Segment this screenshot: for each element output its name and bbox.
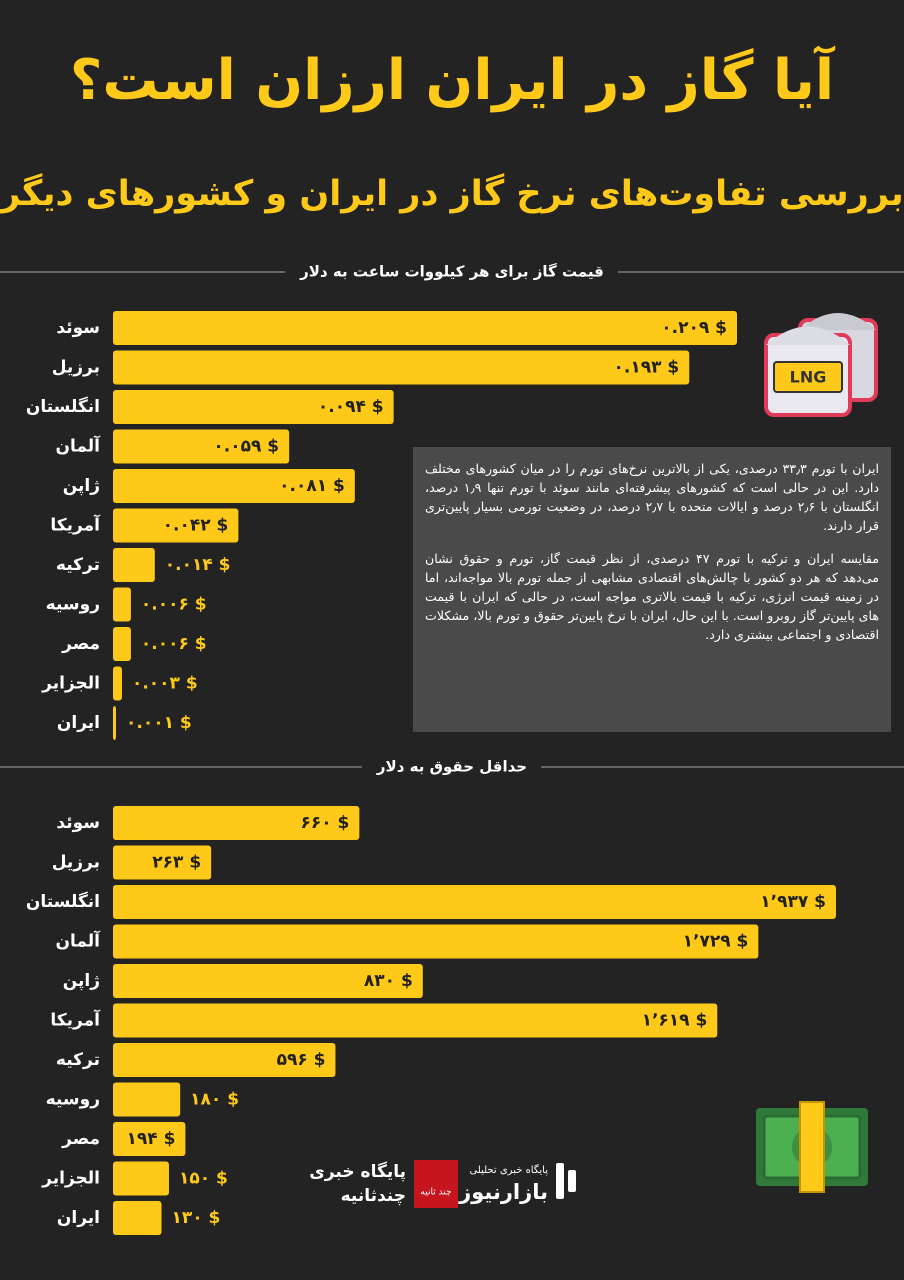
value-label: ۱٬۷۲۹ $ — [683, 932, 749, 952]
value-label: ۰.۲۰۹ $ — [661, 318, 727, 338]
category-label: ترکیه — [56, 1050, 100, 1070]
bar — [113, 390, 394, 424]
value-label: ۱۸۰ $ — [190, 1090, 239, 1110]
logos: پایگاه خبری چندثانیه چند ثانیه پایگاه خب… — [309, 1160, 576, 1208]
value-label: ۰.۰۸۱ $ — [279, 476, 345, 496]
bar — [113, 1201, 162, 1235]
bar — [113, 1043, 336, 1077]
logo-text: پایگاه خبری — [309, 1161, 406, 1182]
value-label: ۰.۰۰۱ $ — [126, 713, 192, 733]
value-label: ۱٬۶۱۹ $ — [642, 1011, 708, 1031]
bar — [113, 706, 116, 740]
value-label: ۰.۰۰۳ $ — [132, 674, 198, 694]
category-label: روسیه — [46, 595, 100, 615]
category-label: آمریکا — [50, 1009, 101, 1031]
bar — [113, 429, 290, 464]
category-label: ژاپن — [63, 971, 100, 991]
category-label: ایران — [57, 713, 100, 733]
category-label: انگلستان — [26, 396, 100, 417]
category-label: سوئد — [56, 318, 100, 338]
money-icon — [756, 1101, 868, 1193]
category-label: برزیل — [52, 358, 100, 378]
chart-title: قیمت گاز برای هر کیلووات ساعت به دلار — [299, 263, 604, 281]
note-paragraph: ایران با تورم ۳۳٫۳ درصدی، یکی از بالاتری… — [425, 461, 880, 533]
category-label: آمریکا — [50, 514, 101, 536]
value-label: ۰.۰۱۴ $ — [165, 555, 231, 575]
bar — [113, 548, 155, 582]
value-label: ۵۹۶ $ — [277, 1050, 326, 1070]
chart-title: حداقل حقوق به دلار — [376, 758, 527, 776]
bar — [113, 1161, 169, 1196]
logo-tagline: پایگاه خبری تحلیلی — [469, 1164, 548, 1176]
value-label: ۶۶۰ $ — [300, 813, 349, 833]
note-paragraph: مقایسه ایران و ترکیه با تورم ۴۷ درصدی، ا… — [425, 551, 879, 642]
bar — [113, 350, 690, 385]
category-label: مصر — [61, 634, 100, 654]
category-label: آلمان — [55, 930, 101, 952]
value-label: ۰.۰۰۶ $ — [141, 634, 207, 654]
bar — [113, 1003, 718, 1038]
icon-label: LNG — [790, 368, 827, 387]
logo-badge: چند ثانیه — [420, 1188, 451, 1198]
category-label: الجزایر — [41, 1169, 100, 1189]
value-label: ۱۳۰ $ — [172, 1208, 221, 1228]
bar — [113, 587, 131, 622]
category-label: انگلستان — [26, 891, 100, 912]
title: آیا گاز در ایران ارزان است؟ — [69, 48, 835, 113]
value-label: ۸۳۰ $ — [364, 971, 413, 991]
bar — [113, 508, 239, 543]
subtitle: بررسی تفاوت‌های نرخ گاز در ایران و کشوره… — [0, 174, 904, 214]
value-label: ۰.۰۵۹ $ — [213, 437, 279, 457]
logo-text: چندثانیه — [341, 1186, 406, 1206]
value-label: ۰.۱۹۳ $ — [614, 358, 680, 378]
bar — [113, 845, 212, 880]
category-label: ترکیه — [56, 555, 100, 575]
lng-icon: LNG — [764, 313, 878, 417]
category-label: برزیل — [52, 853, 100, 873]
value-label: ۱٬۹۳۷ $ — [760, 892, 826, 912]
category-label: سوئد — [56, 813, 100, 833]
category-label: روسیه — [46, 1090, 100, 1110]
bar — [113, 885, 836, 919]
value-label: ۱۵۰ $ — [179, 1169, 228, 1189]
bar — [113, 627, 131, 661]
bar — [113, 964, 423, 998]
category-label: الجزایر — [41, 674, 100, 694]
category-label: ایران — [57, 1208, 100, 1228]
bar — [113, 924, 759, 959]
category-label: آلمان — [55, 435, 101, 457]
value-label: ۰.۰۰۶ $ — [141, 595, 207, 615]
note-box: ایران با تورم ۳۳٫۳ درصدی، یکی از بالاتری… — [413, 447, 891, 732]
bar — [113, 1122, 186, 1156]
value-label: ۲۶۳ $ — [152, 853, 201, 873]
value-label: ۱۹۴ $ — [127, 1129, 176, 1149]
bar — [113, 469, 355, 503]
bar — [113, 806, 360, 840]
logo-name: بازارنیوز — [458, 1180, 548, 1204]
bar — [113, 1082, 181, 1117]
category-label: مصر — [61, 1129, 100, 1149]
bar — [113, 311, 737, 345]
bar — [113, 666, 122, 701]
value-label: ۰.۰۹۴ $ — [318, 397, 384, 417]
value-label: ۰.۰۴۲ $ — [163, 516, 229, 536]
category-label: ژاپن — [63, 476, 100, 496]
